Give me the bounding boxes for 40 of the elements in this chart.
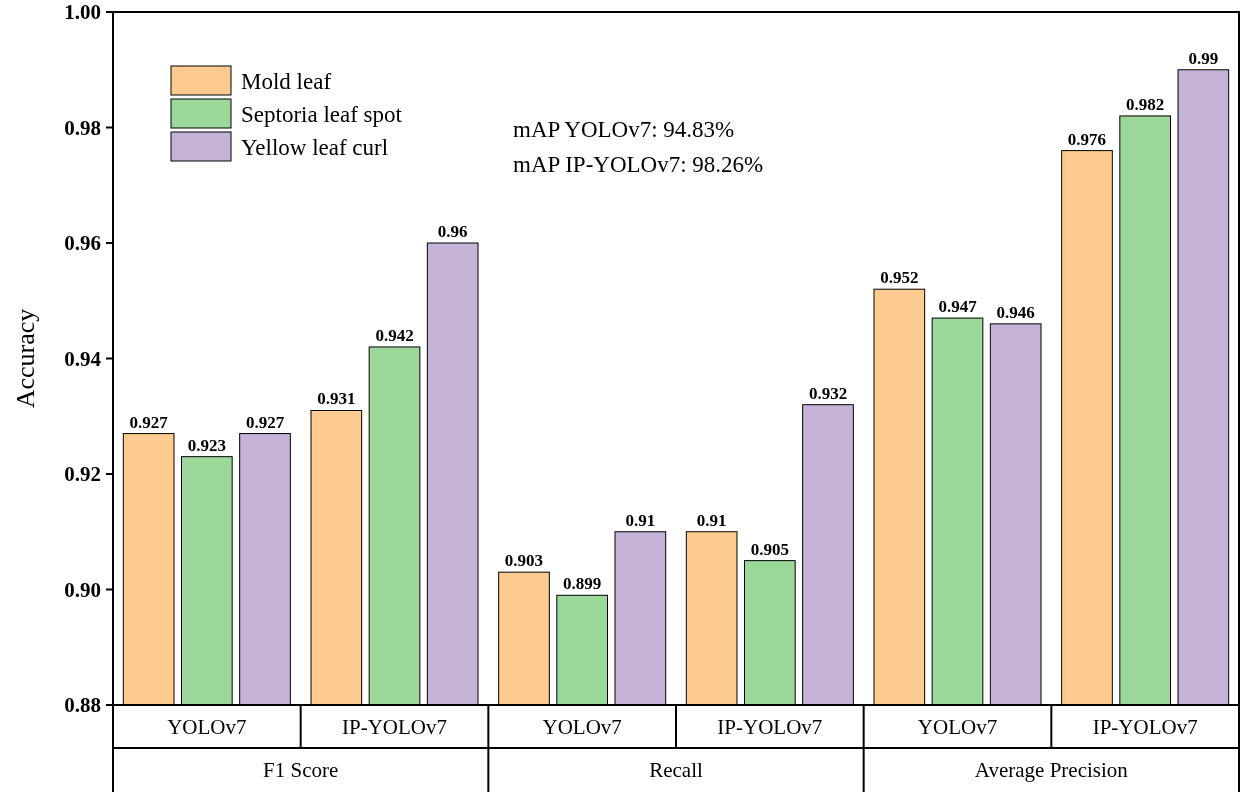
data-label: 0.923 bbox=[187, 435, 226, 455]
x-tick-label: YOLOv7 bbox=[917, 714, 998, 739]
data-label: 0.982 bbox=[1126, 94, 1165, 114]
data-label: 0.905 bbox=[750, 539, 789, 559]
legend-label: Septoria leaf spot bbox=[241, 102, 403, 128]
annotation: mAP YOLOv7: 94.83% bbox=[513, 117, 735, 142]
y-tick-label: 0.98 bbox=[64, 115, 101, 140]
text: Recall bbox=[649, 757, 703, 782]
data-label: 0.91 bbox=[625, 510, 656, 530]
data-label: 0.96 bbox=[437, 222, 468, 241]
data-label: 0.931 bbox=[317, 389, 356, 409]
y-tick-label: 0.88 bbox=[64, 693, 101, 718]
legend-label: Mold leaf bbox=[241, 69, 332, 95]
y-axis-title: Accuracy bbox=[11, 308, 40, 409]
y-tick-label: 0.90 bbox=[64, 577, 101, 602]
data-label: 0.952 bbox=[880, 268, 919, 288]
data-label: 0.99 bbox=[1188, 48, 1219, 68]
y-tick-label: 0.92 bbox=[64, 462, 101, 487]
y-tick-label: 0.94 bbox=[64, 346, 102, 371]
x-tick-label: IP-YOLOv7 bbox=[342, 714, 447, 739]
data-label: 0.942 bbox=[375, 325, 414, 345]
text: Average Precision bbox=[974, 757, 1129, 782]
x-tick-label: IP-YOLOv7 bbox=[717, 714, 823, 739]
data-label: 0.947 bbox=[938, 297, 978, 317]
data-label: 0.927 bbox=[129, 412, 169, 432]
legend-label: Yellow leaf curl bbox=[241, 135, 389, 161]
data-label: 0.946 bbox=[996, 302, 1035, 322]
data-label: 0.932 bbox=[808, 383, 848, 403]
data-label: 0.899 bbox=[563, 574, 602, 594]
data-label: 0.903 bbox=[504, 551, 544, 571]
x-tick-label: YOLOv7 bbox=[542, 714, 622, 739]
y-tick-label: 1.00 bbox=[64, 0, 101, 25]
x-tick-label: YOLOv7 bbox=[167, 714, 247, 739]
x-tick-label: IP-YOLOv7 bbox=[1092, 714, 1198, 739]
data-label: 0.927 bbox=[245, 412, 285, 432]
y-tick-label: 0.96 bbox=[64, 231, 101, 256]
data-label: 0.91 bbox=[696, 510, 727, 530]
text: F1 Score bbox=[263, 757, 339, 782]
annotation: mAP IP-YOLOv7: 98.26% bbox=[513, 152, 764, 177]
data-label: 0.976 bbox=[1067, 129, 1107, 149]
